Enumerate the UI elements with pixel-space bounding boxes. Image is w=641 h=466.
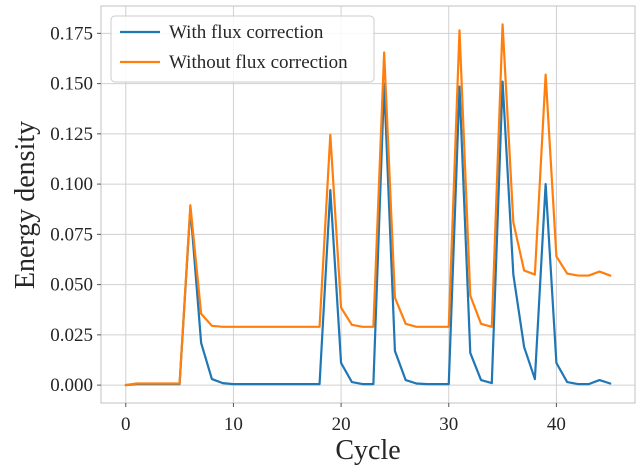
x-tick-label: 20	[332, 414, 351, 435]
legend: With flux correction Without flux correc…	[110, 15, 375, 83]
y-tick-label: 0.025	[50, 325, 93, 346]
legend-box	[110, 15, 375, 83]
legend-label-without-flux-correction: Without flux correction	[169, 52, 348, 73]
y-tick-label: 0.150	[50, 74, 93, 95]
series-lines	[124, 23, 612, 387]
legend-label-with-flux-correction: With flux correction	[169, 22, 324, 43]
x-tick-label: 10	[224, 414, 243, 435]
y-axis-title: Energy density	[10, 121, 41, 289]
x-axis-title: Cycle	[335, 435, 400, 466]
y-tick-label: 0.125	[50, 124, 93, 145]
y-tick-label: 0.175	[50, 23, 93, 44]
y-tick-label: 0.000	[50, 375, 93, 396]
series-line-with-flux-correction	[124, 80, 612, 387]
tick-labels: 0 10 20 30 40 0.000 0.025 0.050 0.075 0.100 0.125 0…	[50, 23, 566, 435]
y-tick-label: 0.100	[50, 174, 93, 195]
y-tick-label: 0.050	[50, 275, 93, 296]
x-tick-label: 0	[121, 414, 131, 435]
y-tick-label: 0.075	[50, 224, 93, 245]
plot-frame	[100, 5, 636, 404]
x-tick-label: 40	[547, 414, 566, 435]
x-tick-label: 30	[439, 414, 458, 435]
series-line-without-flux-correction	[124, 23, 612, 387]
